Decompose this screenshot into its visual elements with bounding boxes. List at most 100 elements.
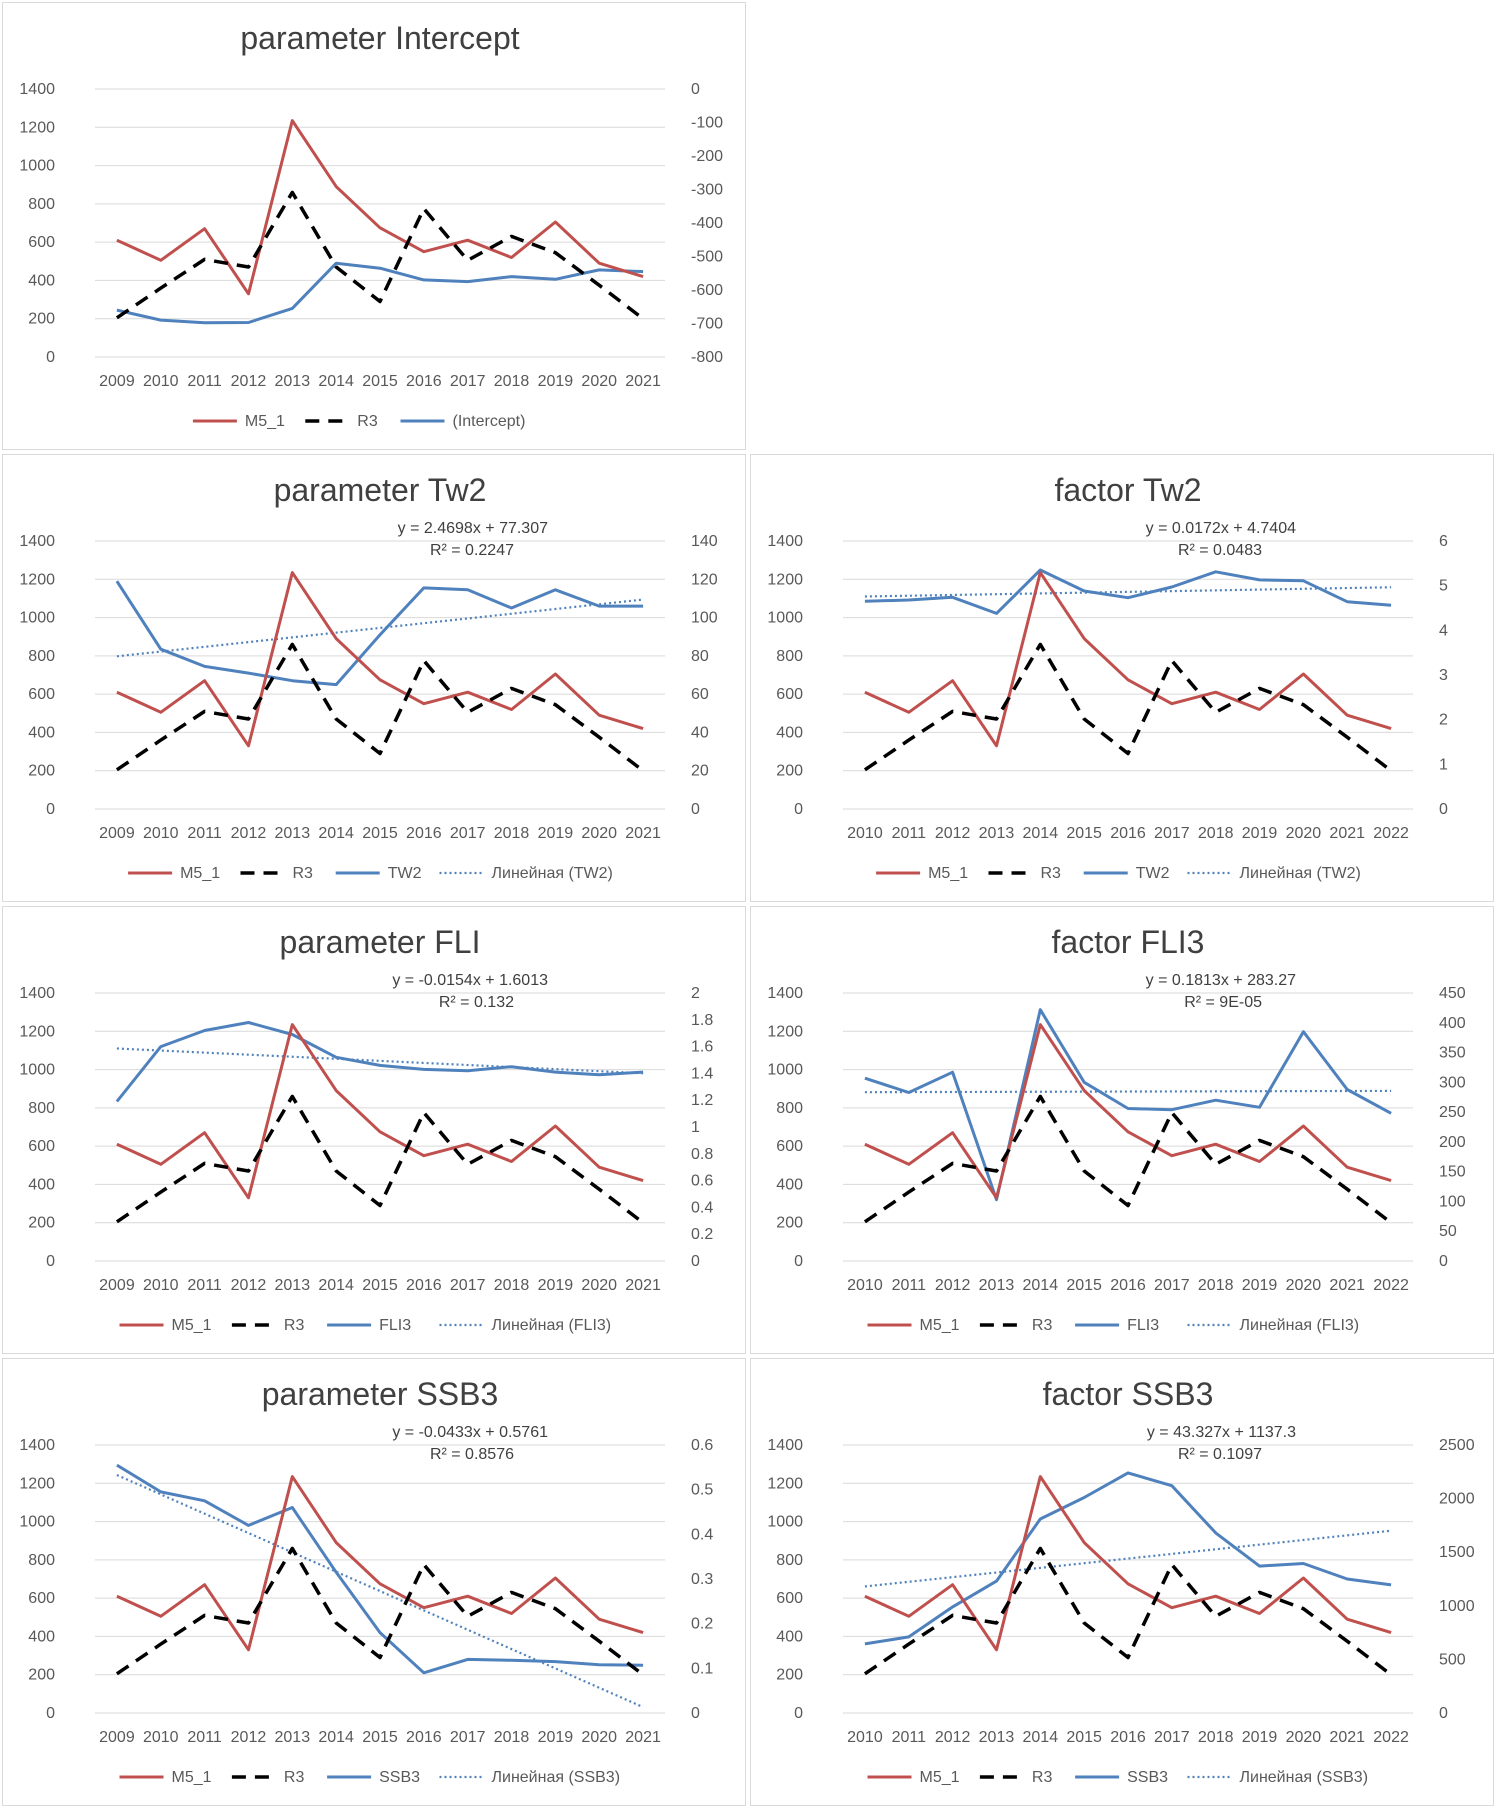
series-line-m5-1 [864,571,1392,748]
x-tick-label: 2015 [362,825,398,842]
y-left-tick-label: 200 [776,1215,803,1232]
series-line-ssb3 [116,1463,644,1675]
y-right-tick-label: 0.8 [691,1146,713,1163]
x-tick-label: 2011 [892,1729,927,1746]
x-tick-label: 2020 [581,825,617,842]
y-right-tick-label: 6 [1439,533,1448,550]
y-right-tick-label: 0.6 [691,1173,713,1190]
y-right-tick-label: 0.4 [691,1526,713,1543]
legend-label: Линейная (TW2) [492,865,613,882]
y-left-tick-label: 1400 [19,985,55,1002]
x-tick-label: 2016 [1110,1729,1146,1746]
y-right-tick-label: 1 [1439,756,1448,773]
x-tick-label: 2010 [143,373,179,390]
y-left-tick-label: 400 [28,724,55,741]
y-left-tick-label: 200 [776,1667,803,1684]
series-line-m5-1 [116,119,644,296]
y-left-tick-label: 1200 [767,1023,803,1040]
y-left-tick-label: 800 [28,1552,55,1569]
x-tick-label: 2018 [1198,1729,1234,1746]
y-right-tick-label: 0.6 [691,1437,713,1454]
legend-label: (Intercept) [453,413,526,430]
y-right-tick-label: 1.4 [691,1065,713,1082]
legend-label: M5_1 [928,865,968,882]
x-tick-label: 2012 [231,373,267,390]
y-right-tick-label: 2 [1439,712,1448,729]
series-line-m5-1 [116,571,644,748]
y-right-tick-label: -300 [691,182,723,199]
y-left-tick-label: 600 [776,686,803,703]
y-left-tick-label: 0 [794,1253,803,1270]
y-right-tick-label: 0 [1439,1253,1448,1270]
x-tick-label: 2014 [318,1729,354,1746]
y-right-tick-label: 5 [1439,578,1448,595]
legend-label: TW2 [388,865,422,882]
x-tick-label: 2013 [275,373,311,390]
y-right-tick-label: -200 [691,148,723,165]
y-right-tick-label: 0.5 [691,1482,713,1499]
x-tick-label: 2013 [275,1729,311,1746]
y-right-tick-label: 350 [1439,1045,1466,1062]
x-tick-label: 2016 [406,373,442,390]
y-left-tick-label: 600 [776,1138,803,1155]
x-tick-label: 2017 [1154,825,1190,842]
y-left-tick-label: 1200 [767,571,803,588]
y-right-tick-label: 0.1 [691,1660,713,1677]
x-tick-label: 2012 [935,825,971,842]
x-tick-label: 2021 [1329,1277,1365,1294]
y-left-tick-label: 800 [28,196,55,213]
legend-label: M5_1 [172,1317,212,1334]
y-left-tick-label: 600 [776,1590,803,1607]
x-tick-label: 2017 [450,1277,486,1294]
series-line-r3 [115,642,645,773]
x-tick-label: 2013 [275,825,311,842]
x-tick-label: 2012 [231,825,267,842]
x-tick-label: 2018 [494,825,530,842]
legend-label: Линейная (SSB3) [492,1769,621,1786]
x-tick-label: 2020 [1286,825,1322,842]
y-left-tick-label: 200 [776,763,803,780]
y-left-tick-label: 1400 [767,533,803,550]
x-tick-label: 2014 [1023,1277,1059,1294]
x-tick-label: 2014 [318,1277,354,1294]
y-right-tick-label: 0 [691,801,700,818]
y-left-tick-label: 600 [28,1138,55,1155]
x-tick-label: 2018 [494,1277,530,1294]
x-tick-label: 2022 [1373,1729,1409,1746]
x-tick-label: 2016 [1110,1277,1146,1294]
y-left-tick-label: 800 [28,648,55,665]
y-right-tick-label: 0.4 [691,1199,713,1216]
legend-label: Линейная (FLI3) [1240,1317,1360,1334]
y-right-tick-label: 150 [1439,1164,1466,1181]
y-right-tick-label: 500 [1439,1651,1466,1668]
x-tick-label: 2012 [231,1729,267,1746]
x-tick-label: 2015 [362,1729,398,1746]
y-left-tick-label: 1200 [19,1023,55,1040]
series-line-r3 [115,190,645,321]
trendline [864,586,1392,598]
y-right-tick-label: -600 [691,282,723,299]
y-right-tick-label: 60 [691,686,709,703]
x-tick-label: 2022 [1373,825,1409,842]
x-tick-label: 2018 [494,1729,530,1746]
chart-svg-parameter-fli: parameter FLI 0 200 400 600 800 1000 1200 1400 0 0… [19,924,713,1334]
y-right-tick-label: 200 [1439,1134,1466,1151]
x-tick-label: 2013 [979,1277,1015,1294]
x-tick-label: 2010 [143,825,179,842]
y-right-tick-label: 0.3 [691,1571,713,1588]
trendline [864,1529,1392,1588]
trend-r2: R² = 0.132 [439,994,514,1011]
trend-equation: y = -0.0433x + 0.5761 [392,1424,548,1441]
series-line-m5-1 [864,1475,1392,1652]
x-tick-label: 2011 [187,1277,222,1294]
x-tick-label: 2019 [538,825,574,842]
legend-label: M5_1 [920,1317,960,1334]
y-right-tick-label: 0.2 [691,1226,713,1243]
x-tick-label: 2011 [187,825,222,842]
x-tick-label: 2018 [494,373,530,390]
x-tick-label: 2016 [406,825,442,842]
x-tick-label: 2011 [187,1729,222,1746]
x-tick-label: 2009 [99,825,135,842]
legend-label: SSB3 [1127,1769,1168,1786]
x-tick-label: 2015 [362,1277,398,1294]
